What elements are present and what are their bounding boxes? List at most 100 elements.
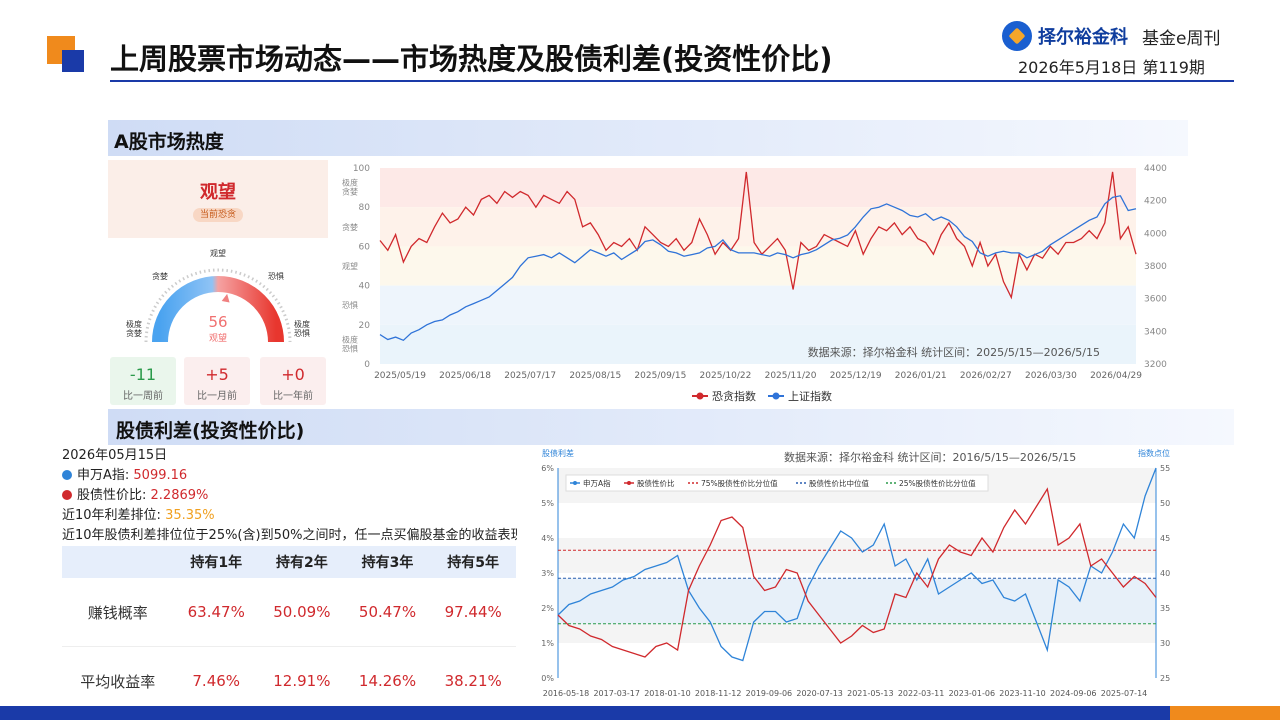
table-header: [62, 546, 174, 578]
section-bar-spread: [108, 409, 1234, 445]
x-tick: 2016-05-18: [543, 689, 590, 698]
x-tick: 2025/08/15: [569, 371, 621, 381]
x-tick: 2026/01/21: [895, 371, 947, 381]
y-right-tick: 3600: [1144, 295, 1167, 305]
change-month: +5 比一月前: [184, 357, 250, 405]
row-label: 赚钱概率: [62, 578, 174, 647]
heat-band: [380, 207, 1136, 247]
spread-value-row: 股债性价比: 2.2869%: [62, 486, 517, 506]
x-tick: 2026/03/30: [1025, 371, 1077, 381]
x-tick: 2022-03-11: [898, 689, 945, 698]
logo-square-blue: [62, 50, 84, 72]
heat-band: [380, 324, 1136, 364]
legend-label: 股债性价比中位值: [809, 478, 869, 488]
band-label: 极度: [342, 334, 358, 344]
x-tick: 2023-01-06: [949, 689, 996, 698]
y-left-label: 股债利差: [542, 448, 574, 458]
gauge-label-fear: 恐惧: [268, 271, 284, 281]
change-week: -11 比一周前: [110, 357, 176, 405]
x-tick: 2025/07/17: [504, 371, 556, 381]
legend-marker-icon: [627, 481, 631, 485]
x-tick: 2025/10/22: [700, 371, 752, 381]
x-tick: 2025/11/20: [765, 371, 817, 381]
spread-index-row: 申万A指: 5099.16: [62, 466, 517, 486]
x-tick: 2026/02/27: [960, 371, 1012, 381]
index-value: 5099.16: [133, 468, 188, 483]
table-header: 持有3年: [344, 546, 431, 578]
y-left-tick: 80: [359, 203, 371, 213]
table-header: 持有2年: [259, 546, 345, 578]
x-tick: 2026/04/29: [1090, 371, 1142, 381]
x-tick: 2025-07-14: [1101, 689, 1148, 698]
y-left-tick: 5%: [541, 499, 554, 508]
title-divider: [110, 80, 1234, 82]
band-label: 贪婪: [342, 187, 358, 197]
change-year: +0 比一年前: [260, 357, 326, 405]
series-line-fear-greed: [379, 171, 1137, 300]
y-right-tick: 4500: [1160, 534, 1170, 543]
legend-label: 申万A指: [583, 478, 611, 488]
gauge-ticks: [144, 268, 292, 343]
spread-chart: 0% 1% 2% 3% 4% 5% 6% 2500 3000 3500 4000 4500 5000 55…: [541, 448, 1170, 698]
legend-label: 股债性价比: [637, 478, 675, 488]
y-right-tick: 4000: [1160, 569, 1170, 578]
legend-label: 25%股债性价比分位值: [899, 478, 976, 488]
y-left-tick: 2%: [541, 604, 554, 613]
return-table: 持有1年 持有2年 持有3年 持有5年 赚钱概率 63.47% 50.09% 5…: [62, 546, 516, 716]
brand-name: 择尔裕金科: [1038, 27, 1128, 48]
y-left-tick: 40: [359, 282, 371, 292]
gauge-value: 56: [208, 313, 227, 331]
section-title-spread: 股债利差(投资性价比): [116, 420, 305, 442]
change-week-label: 比一周前: [123, 391, 163, 402]
x-tick: 2024-09-06: [1050, 689, 1097, 698]
change-month-label: 比一月前: [197, 391, 237, 402]
table-cell: 50.47%: [344, 578, 431, 647]
y-left-tick: 3%: [541, 569, 554, 578]
gauge-pointer-icon: [221, 293, 230, 303]
gauge-arc: [152, 276, 284, 343]
x-tick: 2018-01-10: [644, 689, 691, 698]
x-tick: 2020-07-13: [796, 689, 843, 698]
band-label: 贪婪: [342, 222, 358, 232]
brand-logo-icon: [1002, 21, 1032, 51]
gauge-label-extreme-greed: 极度贪婪: [126, 319, 142, 338]
table-cell: 97.44%: [430, 578, 516, 647]
rank-row: 近10年利差排位: 35.35%: [62, 506, 517, 526]
mood-box: 观望 当前恐贪: [108, 160, 328, 238]
y-right-tick: 4400: [1144, 164, 1167, 174]
quantile-band: [558, 578, 1156, 624]
y-left-tick: 6%: [541, 464, 554, 473]
y-right-tick: 3200: [1144, 360, 1167, 370]
x-tick: 2025/12/19: [830, 371, 882, 381]
spread-info: 2026年05月15日 申万A指: 5099.16 股债性价比: 2.2869%…: [62, 446, 517, 546]
issue-date: 2026年5月18日 第119期: [1018, 58, 1205, 77]
table-cell: 12.91%: [259, 646, 345, 716]
footer-bar-orange: [1170, 706, 1280, 720]
x-tick: 2017-03-17: [593, 689, 640, 698]
brand: 择尔裕金科 基金e周刊: [1002, 20, 1220, 52]
y-right-tick: 5500: [1160, 464, 1170, 473]
legend-marker-icon: [573, 481, 577, 485]
spread-dot-icon: [62, 490, 72, 500]
heat-chart: 020406080100极度贪婪贪婪观望恐惧极度恐惧32003400360038…: [342, 164, 1167, 403]
series-line-spread: [557, 487, 1157, 658]
table-cell: 63.47%: [173, 578, 260, 647]
heat-band: [380, 246, 1136, 286]
x-tick: 2019-09-06: [746, 689, 793, 698]
x-tick: 2023-11-10: [999, 689, 1045, 698]
table-header: 持有1年: [173, 546, 260, 578]
heat-band: [380, 285, 1136, 325]
series-line-sse: [379, 195, 1137, 342]
change-week-value: -11: [129, 365, 157, 384]
y-left-tick: 60: [359, 242, 371, 252]
table-header: 持有5年: [430, 546, 516, 578]
source-note: 数据来源：择尔裕金科 统计区间：2016/5/15—2026/5/15: [784, 450, 1076, 464]
spread-label: 股债性价比:: [77, 488, 151, 503]
section-bar-heat: [108, 120, 1188, 156]
gauge-label-greed: 贪婪: [152, 271, 168, 281]
legend-marker-icon: [772, 392, 780, 400]
band-label: 观望: [342, 261, 358, 271]
gauge-label: 观望: [209, 332, 227, 344]
legend-label: 上证指数: [788, 389, 832, 403]
rank-value: 35.35%: [165, 508, 215, 523]
